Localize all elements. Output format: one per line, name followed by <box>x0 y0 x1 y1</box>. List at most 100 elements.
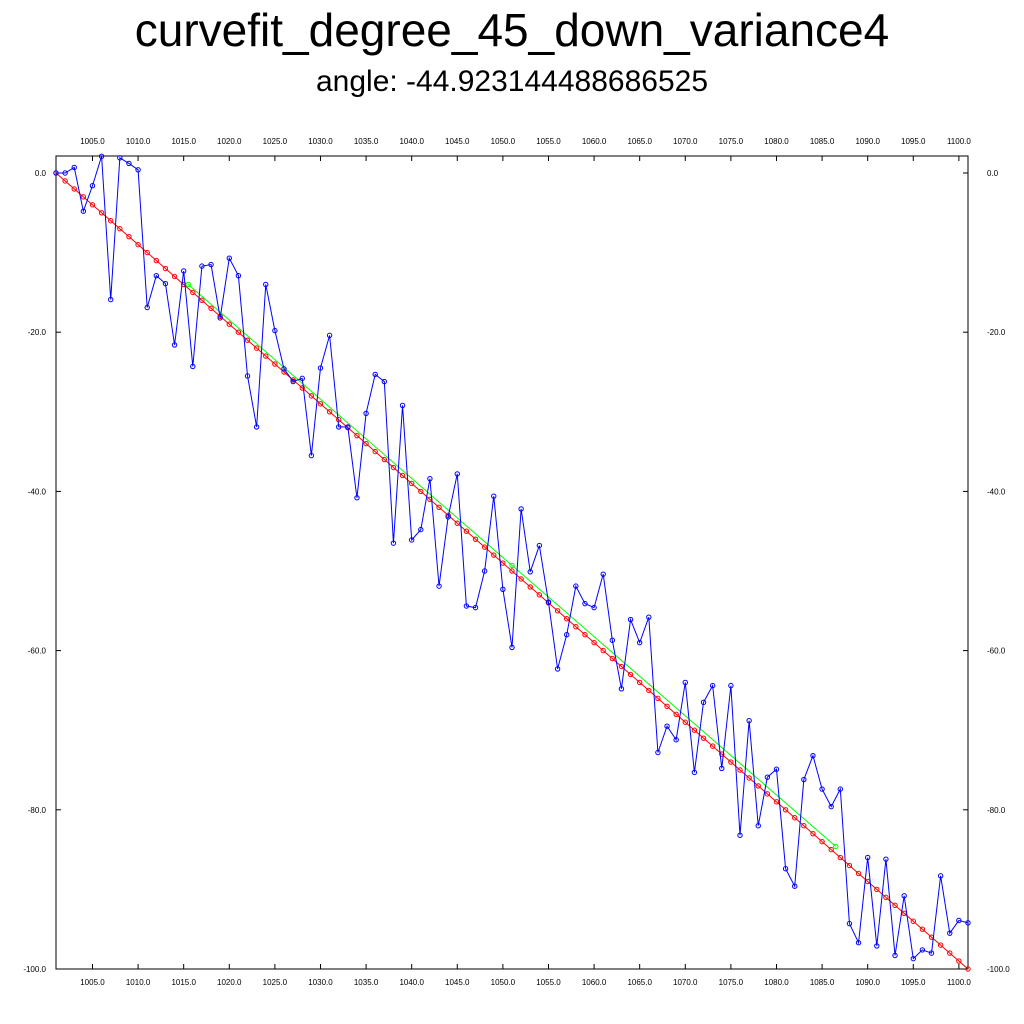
data-point-data <box>527 569 533 575</box>
data-point-fit <box>700 735 707 741</box>
data-point-segment <box>185 281 191 288</box>
data-point-data <box>481 568 488 574</box>
series-layer <box>53 153 971 972</box>
data-point-fit <box>144 249 150 256</box>
data-point-fit <box>235 329 242 335</box>
data-point-data <box>299 375 305 382</box>
data-point-data <box>600 571 606 577</box>
data-point-data <box>646 614 652 620</box>
data-point-data <box>892 952 898 959</box>
x-tick-label-bottom: 1040.0 <box>399 978 424 987</box>
data-point-fit <box>418 488 424 495</box>
data-point-data <box>691 769 698 776</box>
data-point-fit <box>317 401 324 407</box>
data-point-fit <box>117 226 123 232</box>
data-point-data <box>472 604 479 611</box>
data-point-data <box>436 583 442 589</box>
data-point-fit <box>719 751 725 757</box>
data-point-fit <box>89 202 96 208</box>
data-point-data <box>235 272 242 279</box>
data-point-fit <box>573 624 579 630</box>
data-point-data <box>700 699 707 706</box>
data-point-fit <box>527 584 533 590</box>
chart-title: curvefit_degree_45_down_variance4 <box>134 4 890 56</box>
x-tick-label-bottom: 1090.0 <box>855 978 880 987</box>
data-point-data <box>326 332 333 339</box>
x-tick-label-top: 1060.0 <box>582 137 607 146</box>
y-tick-label-left: -80.0 <box>28 806 47 815</box>
data-point-data <box>290 378 296 385</box>
data-point-fit <box>682 719 688 725</box>
data-point-data <box>582 600 588 607</box>
data-point-segment <box>833 843 839 850</box>
y-tick-label-left: -20.0 <box>28 328 47 337</box>
data-point-data <box>354 495 360 501</box>
data-point-data <box>609 637 616 643</box>
x-tick-label-bottom: 1050.0 <box>491 978 516 987</box>
x-tick-label-bottom: 1030.0 <box>308 978 333 987</box>
data-point-fit <box>171 273 178 280</box>
plot-frame <box>55 155 969 970</box>
x-tick-label-bottom: 1100.0 <box>947 978 971 987</box>
data-point-fit <box>263 353 269 359</box>
data-point-data <box>792 883 798 889</box>
data-point-fit <box>564 616 570 622</box>
data-point-data <box>509 644 515 651</box>
data-point-data <box>89 183 96 189</box>
y-tick-label-left: 0.0 <box>35 169 47 178</box>
data-point-fit <box>326 409 333 415</box>
data-point-fit <box>190 289 196 296</box>
data-point-data <box>217 315 223 321</box>
data-point-data <box>883 856 889 862</box>
data-point-fit <box>518 576 524 582</box>
data-point-fit <box>828 846 834 853</box>
data-point-data <box>80 208 87 214</box>
data-point-fit <box>509 568 515 574</box>
data-point-data <box>728 682 734 689</box>
data-point-fit <box>673 711 679 717</box>
data-point-data <box>463 603 470 609</box>
data-point-data <box>928 950 935 956</box>
x-tick-label-top: 1025.0 <box>263 137 288 146</box>
x-tick-label-top: 1040.0 <box>399 137 424 146</box>
x-tick-label-bottom: 1025.0 <box>263 978 288 987</box>
data-point-fit <box>609 655 616 662</box>
data-point-data <box>281 366 287 372</box>
data-point-fit <box>801 823 807 829</box>
data-point-data <box>500 586 506 593</box>
data-point-fit <box>162 265 169 272</box>
data-point-fit <box>536 592 543 598</box>
series-line-segment <box>187 284 837 847</box>
data-point-fit <box>253 345 260 351</box>
data-point-data <box>682 679 688 686</box>
data-point-fit <box>846 862 853 869</box>
x-tick-label-bottom: 1085.0 <box>810 978 835 987</box>
y-tick-label-right: -60.0 <box>987 647 1006 656</box>
data-point-data <box>855 940 862 946</box>
data-point-data <box>190 363 196 370</box>
data-point-data <box>709 682 716 689</box>
data-point-fit <box>764 791 771 797</box>
data-point-data <box>773 766 780 772</box>
data-point-data <box>144 304 150 311</box>
x-tick-label-top: 1085.0 <box>810 137 835 146</box>
data-point-data <box>910 955 916 962</box>
data-point-data <box>828 803 834 810</box>
data-point-fit <box>782 807 789 813</box>
data-point-fit <box>646 687 652 694</box>
data-point-fit <box>199 297 205 304</box>
data-point-data <box>618 686 625 692</box>
data-point-data <box>317 365 324 371</box>
data-point-data <box>226 255 232 261</box>
data-point-data <box>965 920 971 926</box>
data-point-data <box>71 164 77 171</box>
data-point-fit <box>810 830 816 837</box>
data-point-fit <box>554 608 561 614</box>
data-point-data <box>819 786 825 792</box>
data-point-data <box>445 514 451 520</box>
data-point-fit <box>691 727 698 733</box>
data-point-fit <box>272 361 278 367</box>
x-tick-label-bottom: 1060.0 <box>582 978 607 987</box>
data-point-data <box>263 281 269 288</box>
data-point-fit <box>244 337 251 343</box>
